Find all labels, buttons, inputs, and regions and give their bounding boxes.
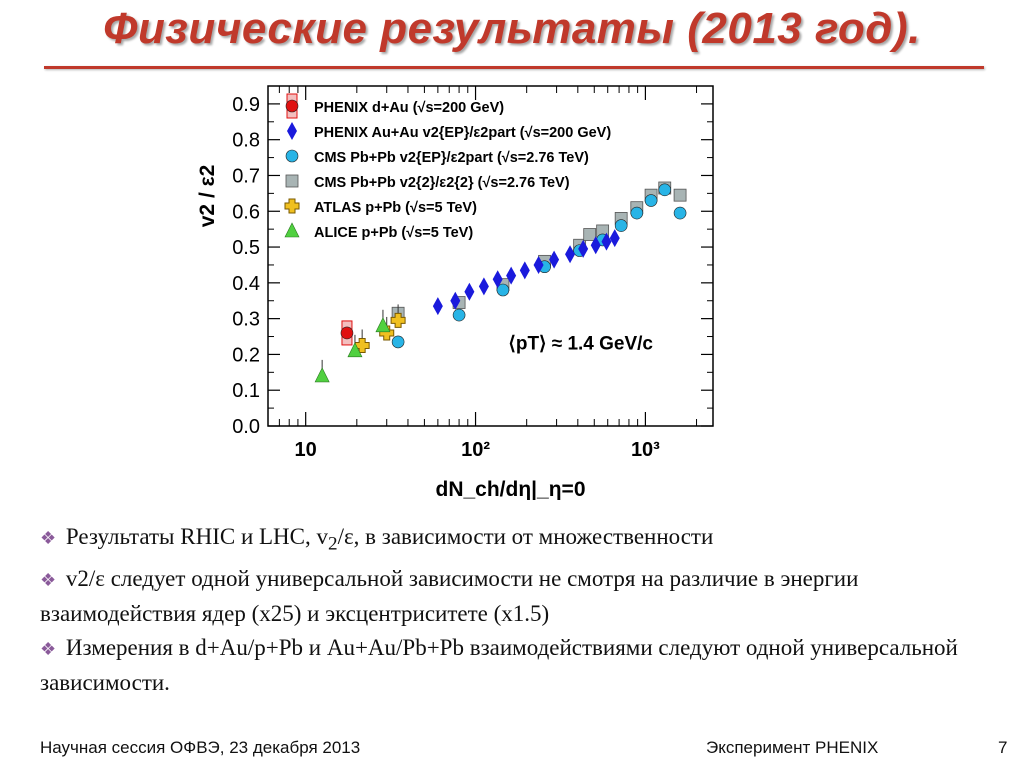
diamond-bullet-icon: ❖	[40, 569, 57, 590]
bullet-text-continued: /ε, в зависимости от множественности	[337, 524, 714, 549]
x-tick-label: 10	[295, 439, 317, 461]
data-point	[496, 283, 510, 297]
y-axis-label: v2 / ε2	[196, 165, 219, 228]
y-tick-label: 0.0	[232, 416, 260, 438]
y-tick-label: 0.2	[232, 344, 260, 366]
data-point	[375, 317, 391, 333]
diamond-bullet-icon: ❖	[40, 638, 57, 659]
legend-marker	[285, 149, 299, 163]
data-point	[391, 335, 405, 349]
legend-label: ATLAS p+Pb (√s=5 TeV)	[314, 200, 477, 216]
data-point	[533, 255, 544, 274]
data-point	[630, 206, 644, 220]
plot-frame	[267, 85, 714, 427]
pt-annotation: ⟨pT⟩ ≈ 1.4 GeV/c	[508, 333, 653, 354]
legend-label: PHENIX Au+Au v2{EP}/ε2part (√s=200 GeV)	[314, 125, 611, 141]
data-point	[464, 282, 475, 301]
legend-marker	[285, 99, 299, 113]
data-point	[673, 206, 687, 220]
y-tick-label: 0.6	[232, 201, 260, 223]
legend-marker	[285, 174, 299, 188]
data-point	[506, 266, 517, 285]
bullet-item: ❖ Измерения в d+Au/p+Pb и Au+Au/Pb+Pb вз…	[40, 631, 1000, 700]
x-axis-label: dN_ch/dη|_η=0	[436, 478, 586, 500]
data-point	[644, 194, 658, 207]
legend-label: CMS Pb+Pb v2{EP}/ε2part (√s=2.76 TeV)	[314, 150, 589, 166]
data-point	[590, 236, 601, 255]
y-tick-label: 0.4	[232, 273, 260, 295]
title-underline	[44, 66, 984, 69]
y-tick-label: 0.7	[232, 165, 260, 187]
v2-vs-multiplicity-chart: 0.0 0.1 0.2 0.3 0.4 0.5 0.6 0.7 0.8 0.9 10 10² 10³ dN…	[190, 80, 730, 501]
data-point	[432, 297, 443, 316]
data-point	[478, 277, 489, 296]
data-point	[340, 326, 354, 340]
y-tick-label: 0.1	[232, 380, 260, 402]
slide-title: Физические результаты (2013 год).	[103, 4, 921, 53]
data-point	[347, 342, 363, 358]
y-tick-label: 0.9	[232, 94, 260, 116]
chart-svg: 0.0 0.1 0.2 0.3 0.4 0.5 0.6 0.7 0.8 0.9 10 10² 10³ dN…	[196, 85, 714, 501]
x-tick-label: 10²	[461, 439, 490, 461]
data-point	[578, 239, 589, 258]
legend-label: PHENIX d+Au (√s=200 GeV)	[314, 100, 504, 116]
data-point	[314, 367, 330, 383]
bullet-list: ❖ Результаты RHIC и LHC, v2/ε, в зависим…	[40, 520, 1000, 700]
bullet-item: ❖ Результаты RHIC и LHC, v2/ε, в зависим…	[40, 520, 1000, 562]
data-point	[673, 188, 687, 202]
legend-marker	[287, 122, 297, 140]
data-point	[658, 183, 672, 197]
data-point	[565, 245, 576, 264]
bullet-text: v2/ε следует одной универсальной зависим…	[40, 565, 859, 626]
data-point	[601, 232, 612, 251]
legend-label: CMS Pb+Pb v2{2}/ε2{2} (√s=2.76 TeV)	[314, 175, 570, 191]
bullet-item: ❖ v2/ε следует одной универсальной завис…	[40, 562, 1000, 631]
y-tick-label: 0.5	[232, 237, 260, 259]
diamond-bullet-icon: ❖	[40, 528, 57, 548]
page-number: 7	[998, 738, 1008, 757]
y-tick-label: 0.8	[232, 130, 260, 152]
data-point	[609, 229, 620, 248]
legend-marker	[284, 222, 300, 238]
footer-session: Научная сессия ОФВЭ, 23 декабря 2013	[40, 738, 361, 757]
data-point	[450, 291, 461, 310]
legend-label: ALICE p+Pb (√s=5 TeV)	[314, 225, 473, 241]
legend-marker	[284, 198, 300, 214]
bullet-text: Измерения в d+Au/p+Pb и Au+Au/Pb+Pb взаи…	[40, 634, 958, 695]
data-point	[492, 270, 503, 289]
bullet-text: Результаты RHIC и LHC, v	[65, 524, 329, 549]
data-point	[519, 261, 530, 280]
data-point	[390, 312, 406, 328]
data-point	[452, 308, 466, 322]
bullet-subscript: 2	[328, 533, 338, 555]
x-tick-label: 10³	[631, 439, 660, 461]
footer-experiment: Эксперимент PHENIX	[706, 738, 879, 757]
data-point	[583, 228, 597, 241]
y-tick-label: 0.3	[232, 309, 260, 331]
data-point	[549, 250, 560, 269]
data-point	[614, 219, 628, 232]
